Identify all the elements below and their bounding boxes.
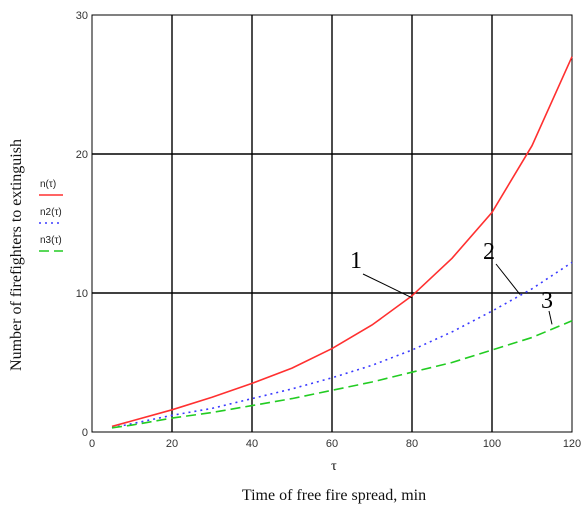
plot-frame xyxy=(91,14,573,433)
legend-label-2: n2(τ) xyxy=(40,207,62,218)
legend-label-1: n(τ) xyxy=(40,179,56,190)
callout-leader-1 xyxy=(362,273,413,299)
legend-label-3: n3(τ) xyxy=(40,235,62,246)
x-tick-label: 60 xyxy=(326,438,338,450)
series-line-3 xyxy=(111,320,573,429)
series-line-1 xyxy=(111,56,573,428)
y-axis-label: Number of firefighters to extinguish xyxy=(8,139,25,371)
callouts: 1 2 3 xyxy=(350,239,553,325)
y-tick-label: 10 xyxy=(76,288,88,300)
grid xyxy=(92,15,572,432)
series-line-2 xyxy=(111,261,573,429)
x-tick-label: 20 xyxy=(166,438,178,450)
y-tick-label: 20 xyxy=(76,149,88,161)
x-axis-symbol: τ xyxy=(331,459,337,474)
x-tick-label: 40 xyxy=(246,438,258,450)
x-tick-label: 120 xyxy=(563,438,581,450)
x-tick-labels: 0 20 40 60 80 100 120 xyxy=(89,438,581,450)
x-tick-label: 0 xyxy=(89,438,95,450)
callout-leader-2 xyxy=(495,263,521,295)
callout-label-2: 2 xyxy=(483,239,495,265)
x-tick-label: 80 xyxy=(406,438,418,450)
y-tick-label: 30 xyxy=(76,10,88,22)
y-tick-label: 0 xyxy=(82,427,88,439)
callout-label-3: 3 xyxy=(541,288,553,314)
series-lines xyxy=(111,56,573,429)
y-tick-labels: 0 10 20 30 xyxy=(76,10,88,439)
callout-label-1: 1 xyxy=(350,248,362,274)
x-tick-label: 100 xyxy=(483,438,501,450)
legend: n(τ) n2(τ) n3(τ) xyxy=(39,179,63,252)
callout-leader-3 xyxy=(548,310,553,325)
x-axis-label: Time of free fire spread, min xyxy=(242,487,426,504)
